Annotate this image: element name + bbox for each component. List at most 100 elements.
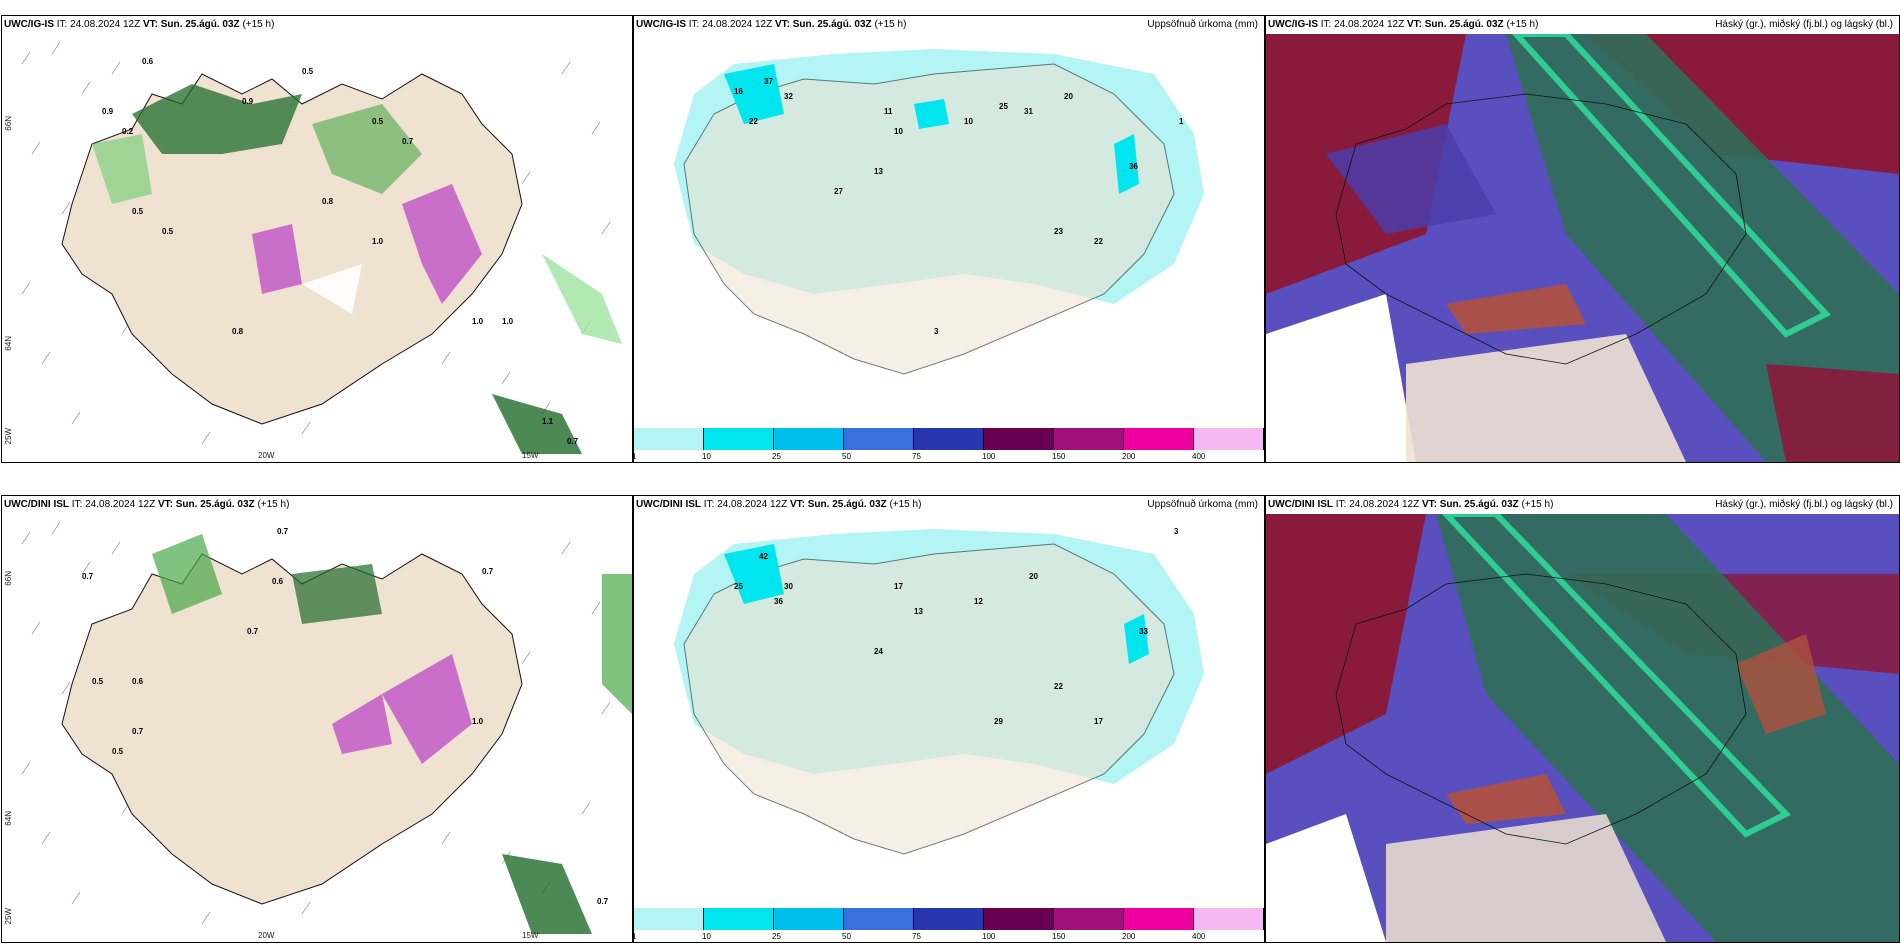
- value-label: 0.7: [247, 627, 259, 636]
- value-label: 17: [1094, 717, 1103, 726]
- value-label: 0.5: [302, 67, 314, 76]
- panel-subtitle: Uppsöfnuð úrkoma (mm): [1147, 499, 1258, 510]
- value-label: 32: [784, 92, 793, 101]
- lon-label: 25W: [4, 908, 13, 925]
- value-label: 31: [1024, 107, 1033, 116]
- value-label: 24: [874, 647, 883, 656]
- value-label: 10: [964, 117, 973, 126]
- value-label: 0.9: [102, 107, 114, 116]
- value-label: 0.7: [82, 572, 94, 581]
- colorbar-segment: 400: [1192, 908, 1264, 941]
- panel-top-left: UWC/IG-IS IT: 24.08.2024 12Z VT: Sun. 25…: [1, 15, 633, 463]
- value-label: 0.8: [322, 197, 334, 206]
- panel-top-mid: UWC/IG-IS IT: 24.08.2024 12Z VT: Sun. 25…: [633, 15, 1265, 463]
- value-label: 0.6: [142, 57, 154, 66]
- value-label: 36: [1129, 162, 1138, 171]
- colorbar-segment: 400: [1192, 428, 1264, 461]
- value-label: 0.7: [567, 437, 579, 446]
- value-label: 1: [1179, 117, 1184, 126]
- value-label: 0.9: [242, 97, 254, 106]
- colorbar-segment: 50: [842, 908, 914, 941]
- panel-header: UWC/IG-IS IT: 24.08.2024 12Z VT: Sun. 25…: [636, 19, 1258, 30]
- precip-map[interactable]: 42 30 25 36 20 12 17 13 24 33 22 29 17 3: [634, 514, 1264, 906]
- panel-header: UWC/DINI ISL IT: 24.08.2024 12Z VT: Sun.…: [636, 499, 1258, 510]
- iceland-outline: [1335, 93, 1747, 365]
- value-label: 0.5: [372, 117, 384, 126]
- colorbar-segment: 10: [702, 428, 774, 461]
- panel-bottom-mid: UWC/DINI ISL IT: 24.08.2024 12Z VT: Sun.…: [633, 495, 1265, 943]
- panel-bottom-right: UWC/DINI ISL IT: 24.08.2024 12Z VT: Sun.…: [1265, 495, 1900, 943]
- value-label: 33: [1139, 627, 1148, 636]
- panel-subtitle: Háský (gr.), miðský (fj.bl.) og lágský (…: [1715, 499, 1893, 510]
- value-label: 12: [974, 597, 983, 606]
- value-label: 25: [734, 582, 743, 591]
- value-label: 0.2: [122, 127, 134, 136]
- value-label: 0.7: [277, 527, 289, 536]
- precip-colorbar: 1 10 25 50 75 100 150 200 400: [634, 908, 1264, 941]
- colorbar-segment: 200: [1122, 428, 1194, 461]
- value-label: 0.7: [402, 137, 414, 146]
- value-label: 42: [759, 552, 768, 561]
- colorbar-segment: 10: [702, 908, 774, 941]
- value-label: 30: [784, 582, 793, 591]
- value-label: 1.0: [472, 317, 484, 326]
- lat-label: 66N: [4, 571, 13, 586]
- panel-subtitle: Háský (gr.), miðský (fj.bl.) og lágský (…: [1715, 19, 1893, 30]
- value-label: 23: [1054, 227, 1063, 236]
- panel-header: UWC/IG-IS IT: 24.08.2024 12Z VT: Sun. 25…: [1268, 19, 1893, 30]
- lat-label: 64N: [4, 811, 13, 826]
- value-label: 1.0: [372, 237, 384, 246]
- lon-label: 20W: [258, 931, 275, 940]
- value-label: 29: [994, 717, 1003, 726]
- colorbar-segment: 200: [1122, 908, 1194, 941]
- value-label: 1.0: [502, 317, 514, 326]
- cloud-map[interactable]: [1266, 34, 1899, 462]
- panel-header: UWC/DINI ISL IT: 24.08.2024 12Z VT: Sun.…: [1268, 499, 1893, 510]
- value-label: 22: [749, 117, 758, 126]
- colorbar-segment: 1: [634, 908, 704, 941]
- lat-label: 64N: [4, 336, 13, 351]
- value-label: 0.7: [597, 897, 609, 906]
- value-label: 0.6: [132, 677, 144, 686]
- value-label: 0.6: [272, 577, 284, 586]
- value-label: 0.5: [132, 207, 144, 216]
- colorbar-segment: 25: [772, 428, 844, 461]
- wind-precip-map[interactable]: 0.7 0.7 0.6 0.7 0.5 0.6 0.7 0.5 0.7 1.0 …: [2, 514, 632, 942]
- value-label: 0.5: [112, 747, 124, 756]
- value-label: 3: [934, 327, 939, 336]
- panel-bottom-left: UWC/DINI ISL IT: 24.08.2024 12Z VT: Sun.…: [1, 495, 633, 943]
- value-label: 3: [1174, 527, 1179, 536]
- precip-map[interactable]: 37 32 16 22 11 10 13 27 10 25 31 20 36 2…: [634, 34, 1264, 426]
- iceland-land: [683, 543, 1175, 855]
- value-label: 11: [884, 107, 893, 116]
- value-label: 20: [1029, 572, 1038, 581]
- value-label: 13: [914, 607, 923, 616]
- value-label: 10: [894, 127, 903, 136]
- value-label: 0.7: [482, 567, 494, 576]
- colorbar-segment: 150: [1052, 428, 1124, 461]
- value-label: 1.1: [542, 417, 554, 426]
- panel-top-right: UWC/IG-IS IT: 24.08.2024 12Z VT: Sun. 25…: [1265, 15, 1900, 463]
- panel-header: UWC/IG-IS IT: 24.08.2024 12Z VT: Sun. 25…: [4, 19, 275, 30]
- colorbar-segment: 50: [842, 428, 914, 461]
- value-label: 1.0: [472, 717, 484, 726]
- precip-colorbar: 1 10 25 50 75 100 150 200 400: [634, 428, 1264, 461]
- cloud-map[interactable]: [1266, 514, 1899, 942]
- colorbar-segment: 75: [912, 428, 984, 461]
- lon-label: 20W: [258, 451, 275, 460]
- value-label: 27: [834, 187, 843, 196]
- value-label: 0.5: [162, 227, 174, 236]
- colorbar-segment: 1: [634, 428, 704, 461]
- wind-precip-map[interactable]: 0.6 0.5 0.9 0.2 0.5 0.9 0.7 0.5 0.8 0.5 …: [2, 34, 632, 462]
- panel-header: UWC/DINI ISL IT: 24.08.2024 12Z VT: Sun.…: [4, 499, 290, 510]
- value-label: 36: [774, 597, 783, 606]
- value-label: 0.5: [92, 677, 104, 686]
- lon-label: 15W: [522, 931, 539, 940]
- value-label: 20: [1064, 92, 1073, 101]
- colorbar-segment: 100: [982, 908, 1054, 941]
- value-label: 22: [1054, 682, 1063, 691]
- lon-label: 15W: [522, 451, 539, 460]
- value-label: 0.8: [232, 327, 244, 336]
- value-label: 16: [734, 87, 743, 96]
- value-label: 37: [764, 77, 773, 86]
